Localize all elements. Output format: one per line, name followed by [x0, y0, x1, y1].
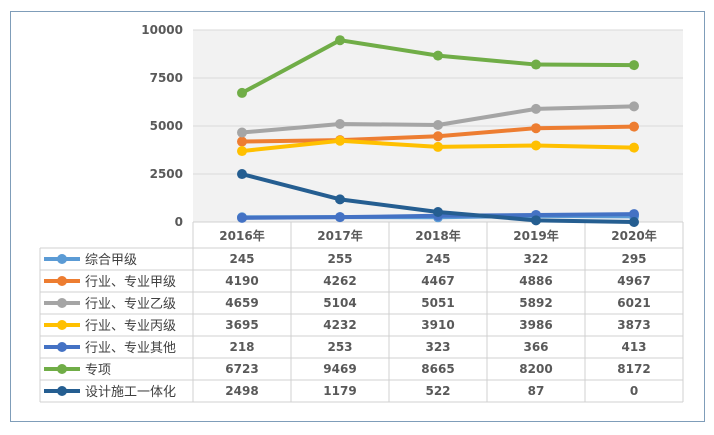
legend-label: 行业、专业丙级 [85, 319, 176, 334]
data-table-value: 6021 [617, 296, 650, 310]
data-table-value: 2498 [225, 384, 258, 398]
legend-label: 设计施工一体化 [85, 385, 176, 400]
legend-label: 行业、专业其他 [85, 341, 176, 356]
data-table-value: 6723 [225, 362, 258, 376]
x-category-label: 2020年 [611, 228, 656, 243]
legend-label: 专项 [85, 363, 111, 378]
data-table-value: 245 [229, 252, 254, 266]
data-table-value: 4232 [323, 318, 356, 332]
data-point [629, 60, 639, 71]
data-point [237, 146, 247, 157]
data-table-value: 8200 [519, 362, 552, 376]
data-point [531, 123, 541, 134]
y-tick-label: 2500 [150, 167, 183, 181]
legend-marker-6 [57, 386, 67, 396]
data-table-value: 4967 [617, 274, 650, 288]
data-table-value: 1179 [323, 384, 356, 398]
data-table-value: 8172 [617, 362, 650, 376]
data-point [237, 127, 247, 138]
data-point [335, 135, 345, 146]
data-point [335, 119, 345, 130]
y-tick-label: 10000 [141, 23, 183, 37]
data-table-value: 323 [425, 340, 450, 354]
x-category-label: 2019年 [513, 228, 558, 243]
x-category-label: 2018年 [415, 228, 460, 243]
data-table-value: 245 [425, 252, 450, 266]
data-table-value: 4659 [225, 296, 258, 310]
data-point [531, 140, 541, 151]
data-point [237, 87, 247, 98]
data-table-value: 3910 [421, 318, 454, 332]
data-point [335, 35, 345, 46]
data-table-value: 366 [523, 340, 548, 354]
data-table-value: 218 [229, 340, 254, 354]
legend-label: 行业、专业甲级 [85, 275, 176, 290]
data-table-value: 3873 [617, 318, 650, 332]
data-point [433, 206, 443, 217]
data-point [433, 131, 443, 142]
data-table-value: 4190 [225, 274, 258, 288]
data-point [629, 142, 639, 153]
data-point [433, 50, 443, 61]
data-point [531, 59, 541, 70]
legend-label: 行业、专业乙级 [85, 297, 176, 312]
data-point [237, 136, 247, 147]
data-point [433, 141, 443, 152]
y-tick-label: 5000 [150, 119, 183, 133]
data-point [237, 212, 247, 223]
data-table-value: 253 [327, 340, 352, 354]
data-table-value: 5051 [421, 296, 454, 310]
data-table-value: 522 [425, 384, 450, 398]
data-table-value: 3986 [519, 318, 552, 332]
data-table-value: 8665 [421, 362, 454, 376]
legend-marker-4 [57, 342, 67, 352]
data-table-value: 4262 [323, 274, 356, 288]
data-table-value: 5104 [323, 296, 356, 310]
legend-label: 综合甲级 [85, 253, 137, 268]
data-point [237, 169, 247, 180]
data-table-value: 3695 [225, 318, 258, 332]
chart-frame [10, 11, 705, 422]
data-table-value: 9469 [323, 362, 356, 376]
x-category-label: 2017年 [317, 228, 362, 243]
data-point [629, 217, 639, 227]
data-table-value: 322 [523, 252, 548, 266]
legend-marker-1 [57, 276, 67, 286]
legend-marker-0 [57, 254, 67, 264]
data-table-value: 4467 [421, 274, 454, 288]
data-table-value: 5892 [519, 296, 552, 310]
legend-marker-2 [57, 298, 67, 308]
y-tick-label: 0 [175, 215, 183, 229]
data-table-value: 255 [327, 252, 352, 266]
data-table-value: 0 [630, 384, 638, 398]
data-point [531, 103, 541, 114]
data-point [531, 215, 541, 226]
data-point [629, 101, 639, 112]
data-point [335, 194, 345, 205]
data-point [629, 209, 639, 220]
data-point [629, 121, 639, 132]
data-point [433, 120, 443, 131]
data-table-value: 413 [621, 340, 646, 354]
data-point [335, 212, 345, 223]
legend-marker-3 [57, 320, 67, 330]
data-table-value: 4886 [519, 274, 552, 288]
legend-marker-5 [57, 364, 67, 374]
data-table-value: 295 [621, 252, 646, 266]
y-tick-label: 7500 [150, 71, 183, 85]
data-table-value: 87 [528, 384, 545, 398]
x-category-label: 2016年 [219, 228, 264, 243]
